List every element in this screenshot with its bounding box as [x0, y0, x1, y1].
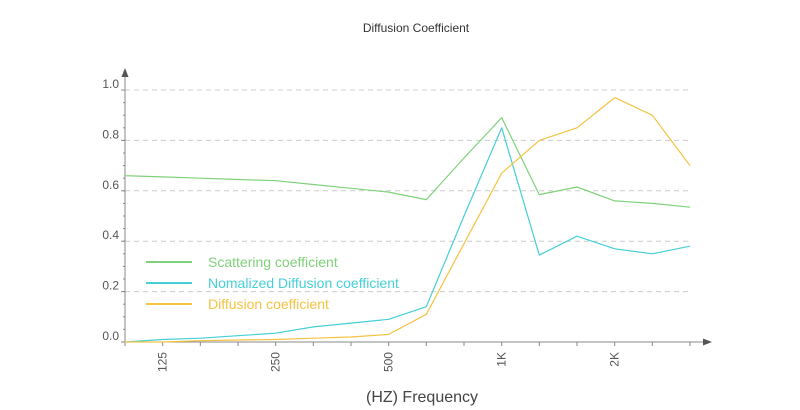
y-tick-label: 0.6 [102, 178, 119, 192]
y-tick-label: 0.4 [102, 228, 119, 242]
axes: 0.0 0.2 0.4 0.6 0.8 1.0 125 250 500 1K 2K [102, 68, 712, 372]
series-line-2 [125, 96, 691, 343]
y-tick-label: 0.8 [102, 127, 119, 141]
grid-lines [125, 89, 690, 293]
series-line-1 [124, 127, 691, 343]
x-axis-arrow [703, 338, 712, 346]
legend-label: Scattering coefficient [208, 254, 338, 270]
series-lines [124, 96, 691, 343]
x-tick-label: 2K [608, 352, 622, 367]
x-tick-label: 250 [269, 352, 283, 372]
legend-label: Nomalized Diffusion coefficient [208, 275, 399, 291]
x-axis-title: (HZ) Frequency [366, 389, 478, 406]
x-tick-label: 1K [495, 352, 509, 367]
legend-label: Diffusion coefficient [208, 296, 329, 312]
x-tick-label: 125 [156, 352, 170, 372]
y-tick-label: 1.0 [102, 77, 119, 91]
legend: Scattering coefficient Nomalized Diffusio… [146, 254, 399, 312]
series-line-0 [124, 117, 691, 208]
y-axis-arrow [121, 68, 129, 77]
x-tick-label: 500 [382, 352, 396, 372]
chart-title: Diffusion Coefficient [363, 21, 470, 35]
y-tick-label: 0.0 [102, 329, 119, 343]
y-tick-label: 0.2 [102, 279, 119, 293]
